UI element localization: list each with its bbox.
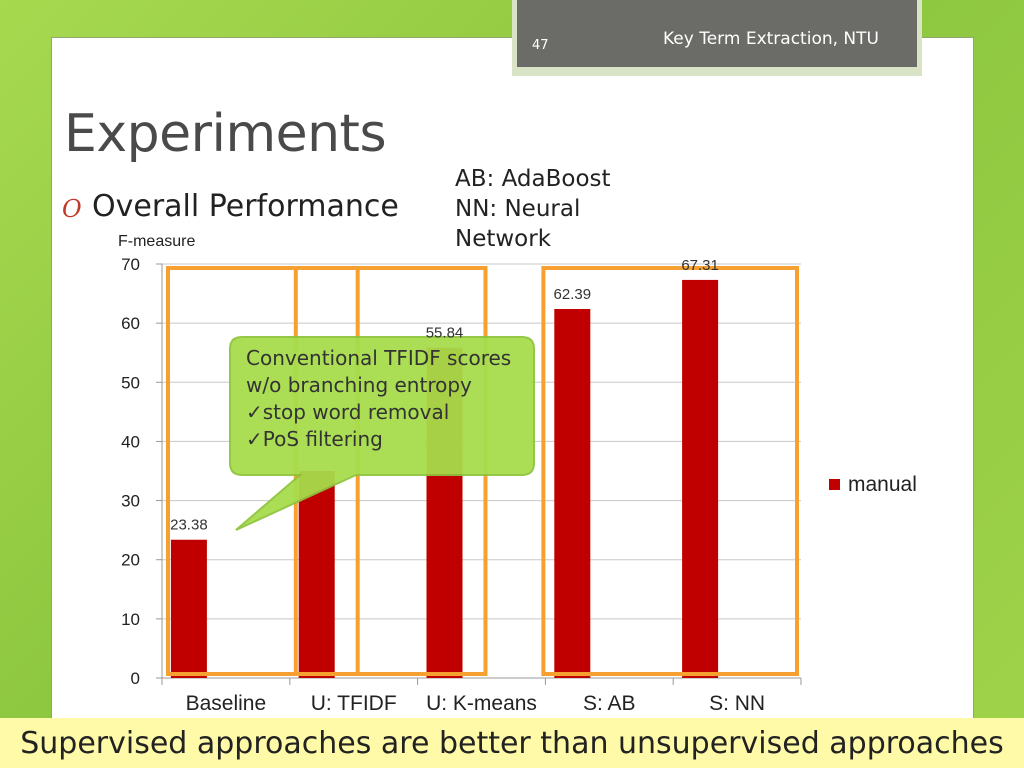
- legend-swatch: [829, 479, 840, 490]
- y-tick-label: 50: [121, 373, 140, 392]
- x-tick-label: Baseline: [186, 692, 267, 715]
- callout-line: ✓PoS filtering: [246, 427, 383, 451]
- y-tick-label: 40: [121, 432, 140, 451]
- callout-text: Conventional TFIDF scores w/o branching …: [246, 345, 511, 453]
- data-label: 55.84: [426, 325, 464, 342]
- y-tick-label: 20: [121, 551, 140, 570]
- data-label: 23.38: [170, 517, 208, 534]
- y-tick-label: 30: [121, 492, 140, 511]
- x-tick-label: U: K-means: [426, 692, 537, 715]
- x-tick-label: S: AB: [583, 692, 636, 715]
- y-axis-title: F-measure: [118, 233, 195, 250]
- slide-header: 47 Key Term Extraction, NTU: [517, 0, 917, 67]
- callout-bubble: [229, 336, 535, 531]
- callout-line: ✓stop word removal: [246, 400, 450, 424]
- data-label: 62.39: [554, 286, 592, 303]
- abbreviation-line: NN: Neural: [455, 196, 581, 222]
- bullet-overall-performance: Overall Performance: [92, 189, 399, 224]
- f-measure-bar-chart: 0 10 20 30 40 50 60 70 F-measure 23.38 Baseline U: …: [118, 233, 917, 715]
- slide-number: 47: [532, 38, 549, 53]
- data-label: 67.31: [681, 257, 719, 274]
- bar: [298, 471, 335, 678]
- legend-label: manual: [848, 473, 917, 496]
- y-tick-label: 0: [131, 669, 140, 688]
- abbreviation-note: AB: AdaBoost NN: Neural Network: [455, 164, 611, 254]
- abbreviation-line: Network: [455, 226, 552, 252]
- y-tick-label: 70: [121, 255, 140, 274]
- highlight-box: [541, 266, 800, 676]
- callout-line: w/o branching entropy: [246, 373, 472, 397]
- x-tick-label: S: NN: [709, 692, 765, 715]
- y-tick-label: 60: [121, 314, 140, 333]
- bar: [170, 539, 207, 678]
- callout-line: Conventional TFIDF scores: [246, 346, 512, 370]
- bar: [554, 309, 591, 678]
- bullet-marker-icon: O: [62, 195, 82, 223]
- slide-title: Experiments: [64, 104, 387, 164]
- abbreviation-line: AB: AdaBoost: [455, 166, 611, 192]
- x-tick-label: U: TFIDF: [311, 692, 397, 715]
- bar: [682, 279, 719, 678]
- y-tick-label: 10: [121, 610, 140, 629]
- conclusion-banner: Supervised approaches are better than un…: [0, 718, 1024, 768]
- header-title: Key Term Extraction, NTU: [663, 29, 879, 49]
